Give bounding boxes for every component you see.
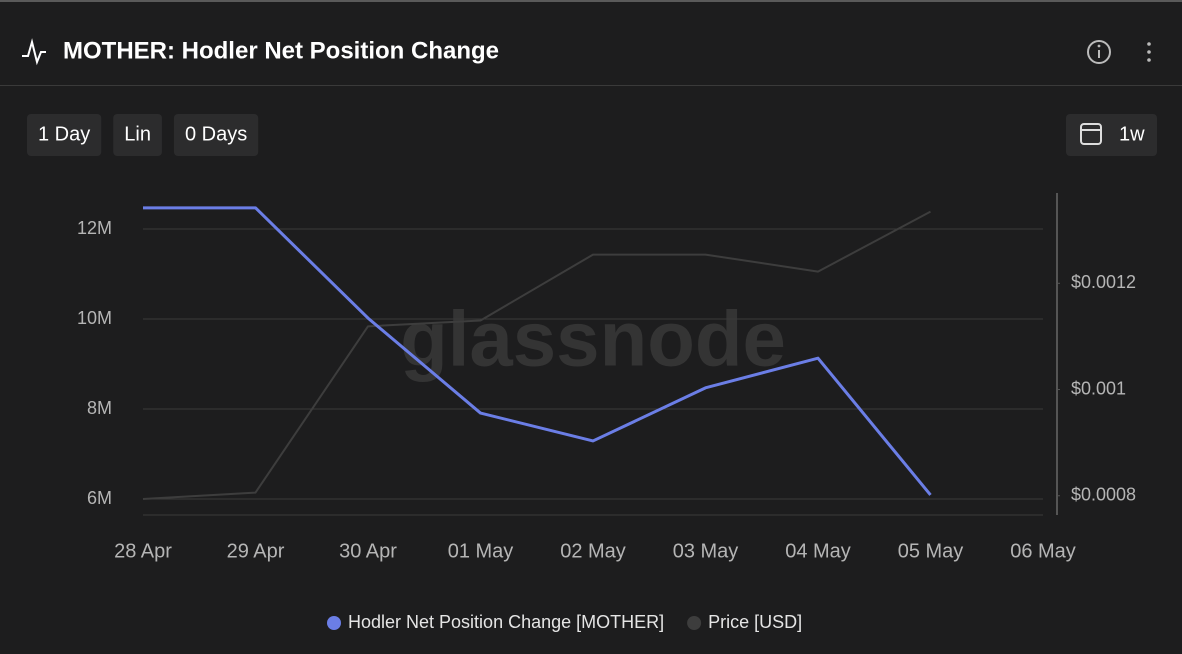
info-icon (1087, 40, 1111, 64)
control-button[interactable]: 1 Day (27, 114, 102, 156)
legend-swatch (687, 616, 702, 630)
x-tick-label: 28 Apr (114, 540, 172, 562)
watermark: glassnode (400, 295, 786, 383)
series-line (142, 210, 931, 500)
menu-dot (1147, 50, 1151, 54)
y-tick-label: 6M (87, 488, 112, 508)
calendar-icon (1080, 123, 1102, 145)
button-bg (113, 114, 162, 156)
y2-tick-label: $0.001 (1071, 378, 1126, 398)
control-button[interactable]: 0 Days (173, 114, 259, 156)
x-tick-label: 04 May (785, 540, 851, 562)
menu-dot (1147, 58, 1151, 62)
chart-title: MOTHER: Hodler Net Position Change (63, 37, 499, 64)
button-bg (27, 114, 102, 156)
legend-swatch (327, 616, 341, 630)
y-tick-label: 10M (77, 308, 112, 328)
x-tick-label: 06 May (1010, 540, 1076, 562)
info-icon-bar (1098, 50, 1100, 58)
x-tick-label: 30 Apr (339, 540, 397, 562)
control-label: 1 Day (38, 123, 90, 145)
x-tick-label: 29 Apr (227, 540, 285, 562)
y2-tick-label: $0.0008 (1071, 485, 1136, 505)
info-button[interactable] (1087, 40, 1111, 64)
range-button[interactable]: 1w (1066, 114, 1157, 156)
top-border (0, 0, 1182, 2)
chart-icon (22, 38, 46, 66)
control-label: Lin (124, 123, 151, 145)
control-label: 0 Days (185, 123, 247, 145)
series-line (143, 206, 932, 496)
y-tick-label: 8M (87, 398, 112, 418)
x-tick-label: 02 May (560, 540, 626, 562)
info-icon-dot (1097, 44, 1101, 48)
legend-label: Price [USD] (708, 612, 802, 632)
button-bg (173, 114, 259, 156)
x-tick-label: 03 May (673, 540, 739, 562)
y-tick-label: 12M (77, 218, 112, 238)
menu-dot (1147, 42, 1151, 46)
control-button[interactable]: Lin (113, 114, 162, 156)
legend-label: Hodler Net Position Change [MOTHER] (348, 612, 664, 632)
x-tick-label: 01 May (448, 540, 514, 562)
x-tick-label: 05 May (898, 540, 964, 562)
header-divider (0, 85, 1182, 86)
range-label: 1w (1119, 123, 1145, 145)
menu-button[interactable] (1147, 42, 1151, 62)
y2-tick-label: $0.0012 (1071, 272, 1136, 292)
